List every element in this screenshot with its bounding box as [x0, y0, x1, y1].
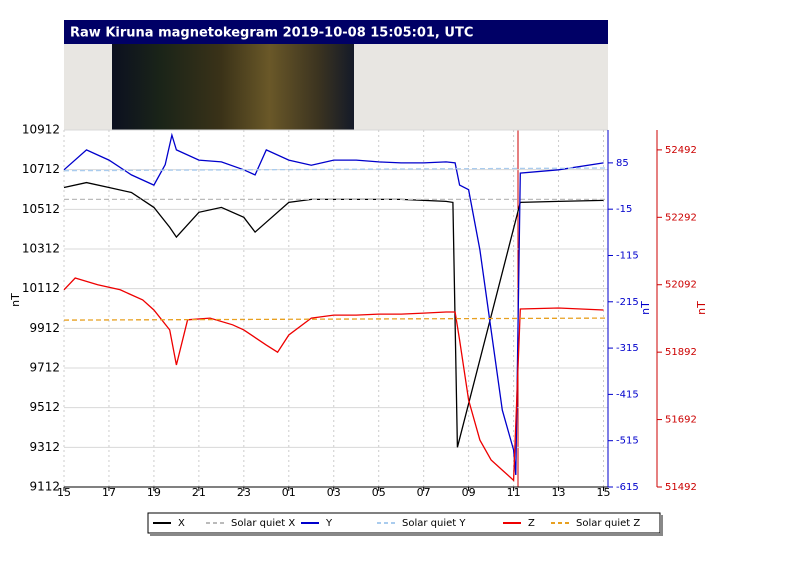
y3-tick-label: 51492 — [665, 482, 697, 493]
title-bar — [64, 20, 608, 44]
x-tick-label: 07 — [417, 486, 431, 499]
legend-label: Solar quiet X — [231, 518, 295, 529]
y-axis-title: nT — [9, 293, 22, 307]
y2-tick-label: -215 — [616, 297, 639, 308]
legend-label: Y — [325, 518, 333, 529]
x-tick-label: 17 — [102, 486, 116, 499]
x-tick-label: 01 — [282, 486, 296, 499]
y2-tick-label: -615 — [616, 482, 639, 493]
legend-label: X — [178, 518, 185, 529]
series-line — [63, 317, 609, 321]
y3-tick-label: 52292 — [665, 212, 697, 223]
legend-shadow — [150, 533, 663, 536]
y-tick-label: 10512 — [22, 202, 60, 216]
y3-tick-label: 51692 — [665, 415, 697, 426]
series-line — [63, 132, 604, 476]
legend-label: Solar quiet Z — [576, 518, 640, 529]
y-tick-label: 9112 — [29, 480, 60, 494]
y-tick-label: 10712 — [22, 162, 60, 176]
y-tick-label: 9312 — [29, 440, 60, 454]
x-tick-label: 19 — [147, 486, 161, 499]
y-tick-label: 10312 — [22, 242, 60, 256]
chart-title: Raw Kiruna magnetokegram 2019-10-08 15:0… — [70, 26, 473, 41]
series-line — [63, 277, 604, 482]
legend-label: Solar quiet Y — [402, 518, 466, 529]
y-tick-label: 10112 — [22, 281, 60, 295]
x-tick-label: 05 — [372, 486, 386, 499]
keogram-image — [112, 44, 354, 130]
series-line — [63, 181, 604, 448]
y-tick-label: 9712 — [29, 361, 60, 375]
y2-tick-label: -15 — [616, 204, 632, 215]
y2-tick-label: -115 — [616, 250, 639, 261]
x-tick-label: 03 — [327, 486, 341, 499]
x-tick-label: 23 — [237, 486, 251, 499]
y3-tick-label: 51892 — [665, 347, 697, 358]
y2-tick-label: -515 — [616, 436, 639, 447]
y-tick-label: 9912 — [29, 321, 60, 335]
x-tick-label: 09 — [462, 486, 476, 499]
y2-tick-label: -415 — [616, 389, 639, 400]
y2-tick-label: 85 — [616, 158, 629, 169]
x-tick-label: 15 — [57, 486, 71, 499]
y-tick-label: 9512 — [29, 400, 60, 414]
x-tick-label: 11 — [507, 486, 521, 499]
series-line — [63, 167, 609, 172]
legend-shadow — [660, 515, 663, 535]
y-tick-label: 10912 — [22, 123, 60, 137]
y2-axis-title: nT — [639, 301, 652, 315]
y3-axis-title: nT — [695, 301, 708, 315]
y2-tick-label: -315 — [616, 343, 639, 354]
x-tick-label: 15 — [597, 486, 611, 499]
y3-tick-label: 52492 — [665, 145, 697, 156]
y3-tick-label: 52092 — [665, 280, 697, 291]
x-tick-label: 21 — [192, 486, 206, 499]
x-tick-label: 13 — [552, 486, 566, 499]
legend-label: Z — [528, 518, 535, 529]
